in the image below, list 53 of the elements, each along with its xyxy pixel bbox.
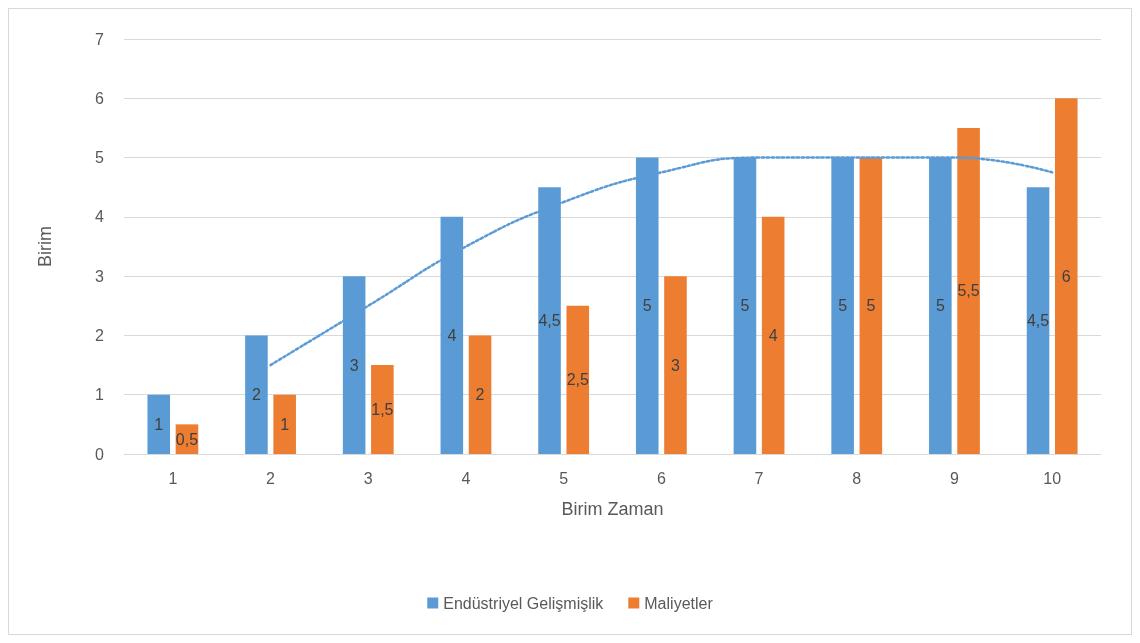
data-label: 2 (475, 386, 485, 404)
data-label: 5 (935, 297, 945, 315)
bar (468, 335, 492, 454)
y-tick-label: 3 (95, 267, 105, 285)
data-label: 5 (866, 297, 876, 315)
bar (147, 394, 171, 454)
x-tick-label: 5 (559, 469, 569, 487)
y-tick-label: 4 (95, 208, 105, 226)
data-label: 1 (280, 415, 290, 433)
bar (371, 365, 394, 454)
legend-label: Maliyetler (644, 594, 714, 612)
x-tick-label: 3 (363, 469, 373, 487)
bar (1054, 98, 1078, 454)
data-label: 0,5 (175, 430, 199, 448)
y-axis-title: Birim (35, 226, 55, 267)
data-label: 3 (349, 356, 359, 374)
data-label: 2,5 (566, 371, 589, 389)
data-label: 3 (671, 356, 681, 374)
data-label: 4 (447, 326, 457, 344)
x-tick-label: 10 (1043, 469, 1062, 487)
y-tick-label: 6 (95, 89, 105, 107)
x-tick-label: 8 (852, 469, 862, 487)
bar (761, 216, 785, 454)
data-label: 6 (1061, 267, 1071, 285)
x-tick-label: 4 (461, 469, 471, 487)
x-tick-label: 9 (950, 469, 959, 487)
y-tick-label: 5 (95, 149, 105, 167)
y-tick-label: 2 (95, 326, 105, 344)
x-axis-title: Birim Zaman (561, 499, 664, 519)
data-label: 1,5 (371, 401, 394, 419)
bar (566, 305, 590, 454)
y-tick-label: 0 (95, 445, 105, 463)
y-tick-label: 7 (95, 30, 105, 48)
data-label: 1 (154, 415, 164, 433)
data-label: 5 (838, 297, 848, 315)
x-tick-label: 7 (754, 469, 764, 487)
data-label: 4,5 (1026, 312, 1050, 330)
bar (273, 394, 296, 454)
bar (1026, 187, 1050, 454)
legend-label: Endüstriyel Gelişmişlik (443, 594, 605, 612)
data-label: 2 (251, 386, 261, 404)
bar (859, 157, 883, 454)
data-label: 5 (642, 297, 652, 315)
x-tick-label: 1 (168, 469, 178, 487)
data-label: 4,5 (538, 312, 561, 330)
data-label: 4 (768, 326, 778, 344)
bar (957, 127, 980, 454)
data-label: 5 (740, 297, 750, 315)
x-tick-label: 6 (656, 469, 666, 487)
data-label: 5,5 (957, 282, 980, 300)
y-tick-label: 1 (95, 386, 105, 404)
x-tick-label: 2 (266, 469, 276, 487)
bar (664, 276, 687, 454)
